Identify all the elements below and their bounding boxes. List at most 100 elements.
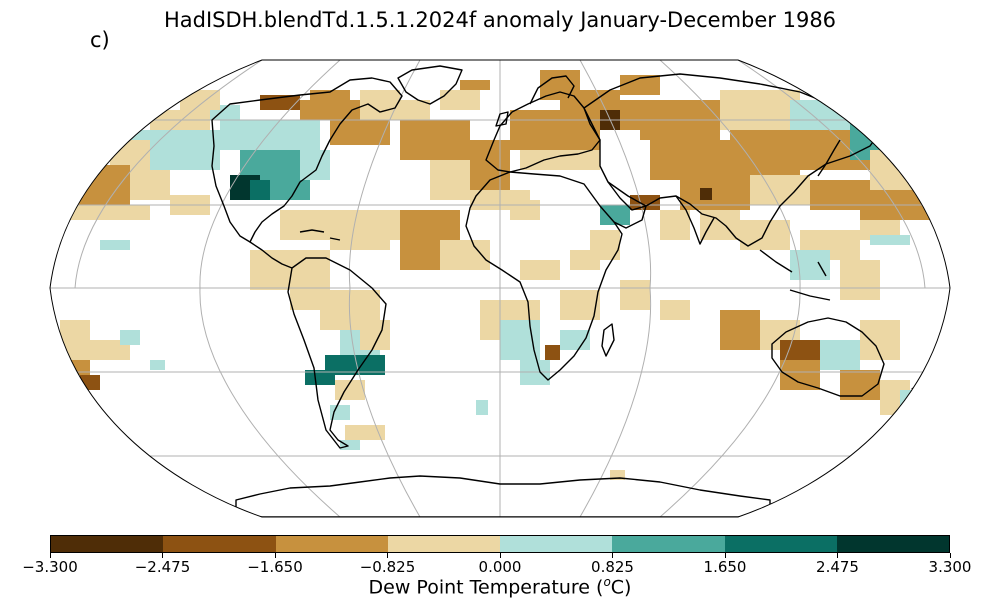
coast-south-america <box>287 257 387 449</box>
anomaly-cell <box>620 280 650 310</box>
colorbar-tick-label: 3.300 <box>928 558 972 576</box>
anomaly-cell <box>120 330 140 345</box>
anomaly-cell <box>60 320 90 360</box>
anomaly-cell <box>220 120 320 150</box>
colorbar-segment-7 <box>836 536 949 552</box>
anomaly-cell <box>750 175 810 205</box>
coast-madagascar <box>601 323 615 357</box>
colorbar-segment-6 <box>724 536 837 552</box>
anomaly-cell <box>720 90 800 130</box>
anomaly-cell <box>545 345 560 360</box>
anomaly-cell <box>460 80 490 90</box>
coast-antarctica <box>235 475 771 517</box>
anomaly-cell <box>70 165 130 205</box>
anomaly-cell <box>560 290 600 320</box>
gridline-lon-100w <box>199 60 341 517</box>
anomaly-cell <box>520 150 600 170</box>
anomaly-cell <box>740 220 790 250</box>
coast-japan <box>817 139 841 177</box>
colorbar-label: Dew Point Temperature (oC) <box>0 575 1000 598</box>
colorbar-ticks <box>0 553 1000 563</box>
anomaly-cell <box>630 195 660 210</box>
colorbar-tick-label: 0.825 <box>591 558 634 576</box>
anomaly-cell <box>870 235 910 245</box>
anomaly-cell <box>700 188 712 200</box>
colorbar-tick <box>162 553 163 558</box>
anomaly-cell <box>325 355 385 375</box>
anomaly-cell <box>400 120 470 160</box>
map-frame <box>49 59 951 518</box>
anomaly-cell <box>100 240 130 250</box>
anomaly-cells-layer <box>50 60 950 517</box>
anomaly-cell <box>720 310 760 350</box>
anomaly-cell <box>290 290 320 310</box>
coast-europe <box>485 91 601 173</box>
anomaly-cell <box>650 140 730 180</box>
coast-central-america <box>249 241 293 269</box>
anomaly-cell <box>150 360 165 370</box>
anomaly-cell <box>840 370 880 400</box>
coast-north-america <box>211 77 403 243</box>
colorbar-tick <box>612 553 613 558</box>
anomaly-cell <box>660 300 690 320</box>
colorbar-tick <box>274 553 276 558</box>
colorbar-tick-label: −1.650 <box>247 558 303 576</box>
coast-british-isles <box>495 111 509 127</box>
colorbar-tick-label: 2.475 <box>816 558 859 576</box>
colorbar-tick <box>499 553 501 558</box>
coast-se-asia-islands <box>759 249 831 301</box>
anomaly-cell <box>730 130 800 180</box>
anomaly-cell <box>780 340 830 360</box>
colorbar-segment-3 <box>387 536 500 552</box>
anomaly-cell <box>440 90 480 110</box>
colorbar-tick <box>49 553 51 558</box>
colorbar-segment-2 <box>275 536 388 552</box>
anomaly-cell <box>330 230 390 250</box>
coast-greenland <box>397 65 463 105</box>
anomaly-cell <box>840 260 880 300</box>
coast-arabia <box>607 181 647 229</box>
colorbar-label-unit: o <box>603 575 611 589</box>
colorbar-tick <box>949 553 951 558</box>
graticule <box>50 60 950 517</box>
coast-africa <box>465 171 623 381</box>
colorbar-tick-label: −3.300 <box>22 558 78 576</box>
colorbar-tick-label: 1.650 <box>703 558 747 576</box>
anomaly-cell <box>510 200 540 220</box>
colorbar <box>50 535 950 553</box>
anomaly-cell <box>60 205 150 220</box>
anomaly-cell <box>600 205 630 225</box>
colorbar-tick <box>837 553 838 558</box>
gridline-lon-150w <box>74 60 263 289</box>
colorbar-tick <box>724 553 726 558</box>
anomaly-cell <box>520 260 560 280</box>
anomaly-cell <box>476 400 488 415</box>
colorbar-tick <box>387 553 388 558</box>
anomaly-cell <box>620 75 660 95</box>
map-title: HadISDH.blendTd.1.5.1.2024f anomaly Janu… <box>163 8 837 32</box>
colorbar-segment-0 <box>51 536 164 552</box>
coast-caribbean <box>299 229 341 241</box>
gridline-lon-100e <box>659 60 801 517</box>
anomaly-cell <box>570 250 600 270</box>
panel-label: c) <box>90 28 110 52</box>
colorbar-segment-4 <box>500 536 613 552</box>
anomaly-cell <box>300 150 330 180</box>
anomaly-cell <box>880 400 900 415</box>
anomaly-cell <box>250 180 275 200</box>
gridline-lon-50e <box>579 60 652 517</box>
coast-asia <box>583 73 881 247</box>
colorbar-label-prefix: Dew Point Temperature ( <box>368 576 604 599</box>
anomaly-cell <box>660 210 690 240</box>
anomaly-cell <box>610 470 625 480</box>
anomaly-cell <box>340 440 360 450</box>
gridline-lon-150e <box>737 60 926 289</box>
colorbar-label-suffix: C) <box>610 576 632 599</box>
anomaly-cell <box>305 370 335 385</box>
coastlines <box>211 65 919 517</box>
coast-india <box>675 195 715 245</box>
anomaly-cell <box>500 320 540 360</box>
colorbar-segment-5 <box>612 536 725 552</box>
